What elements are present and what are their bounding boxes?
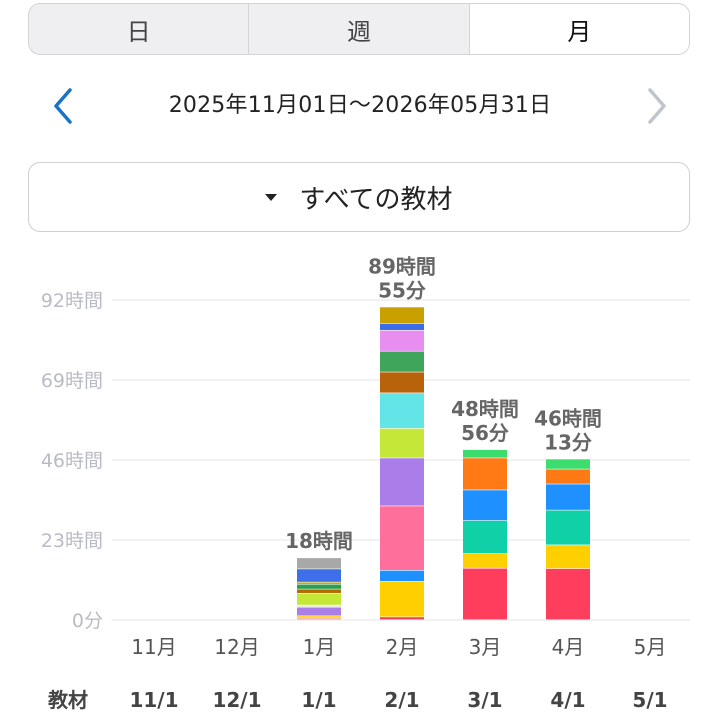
bar-segment — [297, 558, 341, 569]
bottom-date-label: 2/1 — [384, 688, 420, 712]
bar-segment — [297, 569, 341, 582]
bar-segment — [546, 484, 590, 510]
bottom-date-label: 1/1 — [301, 688, 337, 712]
bar-segment — [380, 506, 424, 571]
x-tick-label: 5月 — [634, 635, 667, 659]
bar-segment — [546, 545, 590, 569]
bar-segment — [380, 323, 424, 331]
bottom-date-label: 3/1 — [467, 688, 503, 712]
bar-segment — [297, 589, 341, 593]
bar-segment — [297, 616, 341, 618]
material-filter-dropdown[interactable]: すべての教材 — [28, 162, 690, 232]
x-tick-label: 3月 — [469, 635, 502, 659]
bar-segment — [380, 570, 424, 582]
y-tick-label: 0分 — [72, 610, 103, 632]
bottom-date-label: 5/1 — [632, 688, 668, 712]
y-tick-label: 46時間 — [41, 450, 103, 472]
chevron-right-icon[interactable] — [636, 86, 676, 126]
bar-segment — [463, 490, 507, 521]
period-segmented-control: 日 週 月 — [28, 3, 690, 55]
bar-total-label: 55分 — [378, 278, 426, 302]
bar-segment — [380, 372, 424, 393]
bar-total-label: 56分 — [461, 421, 509, 445]
bar-segment — [463, 458, 507, 490]
tab-month[interactable]: 月 — [468, 4, 689, 54]
bar-segment — [380, 617, 424, 620]
x-tick-label: 1月 — [303, 635, 336, 659]
bar-segment — [546, 510, 590, 545]
filter-label: すべての教材 — [299, 184, 453, 215]
y-tick-label: 92時間 — [41, 290, 103, 312]
tab-week[interactable]: 週 — [248, 4, 468, 54]
bar-segment — [463, 520, 507, 554]
bar-segment — [380, 351, 424, 372]
bar-total-label: 18時間 — [285, 529, 353, 553]
date-range-row: 2025年11月01日〜2026年05月31日 — [0, 76, 720, 136]
bar-segment — [463, 449, 507, 458]
bar-segment — [546, 469, 590, 484]
bar-segment — [380, 393, 424, 429]
tab-day[interactable]: 日 — [126, 17, 151, 46]
x-tick-label: 12月 — [214, 635, 259, 659]
bar-segment — [380, 458, 424, 506]
bar-segment — [297, 607, 341, 616]
chevron-left-icon[interactable] — [44, 86, 84, 126]
y-tick-label: 23時間 — [41, 530, 103, 552]
bar-total-label: 89時間 — [368, 254, 436, 278]
bar-segment — [297, 618, 341, 620]
bar-segment — [546, 568, 590, 620]
bar-segment — [380, 307, 424, 324]
bottom-row-label: 教材 — [48, 688, 88, 712]
bar-segment — [380, 428, 424, 458]
bar-total-label: 46時間 — [534, 406, 602, 430]
bar-segment — [546, 459, 590, 469]
bar-segment — [297, 593, 341, 605]
bar-segment — [297, 605, 341, 607]
x-tick-label: 4月 — [552, 635, 585, 659]
bar-segment — [380, 330, 424, 351]
date-range-label: 2025年11月01日〜2026年05月31日 — [168, 93, 552, 118]
bottom-date-label: 12/1 — [212, 688, 262, 712]
x-tick-label: 2月 — [386, 635, 419, 659]
bottom-date-label: 11/1 — [129, 688, 179, 712]
bar-total-label: 13分 — [544, 430, 592, 454]
bar-segment — [297, 584, 341, 589]
y-tick-label: 69時間 — [41, 370, 103, 392]
bottom-date-label: 4/1 — [550, 688, 586, 712]
bar-total-label: 48時間 — [451, 397, 519, 421]
bar-segment — [463, 568, 507, 620]
caret-down-icon — [265, 193, 278, 201]
bar-segment — [380, 581, 424, 617]
bar-segment — [297, 582, 341, 584]
bar-segment — [463, 553, 507, 568]
x-tick-label: 11月 — [131, 635, 176, 659]
